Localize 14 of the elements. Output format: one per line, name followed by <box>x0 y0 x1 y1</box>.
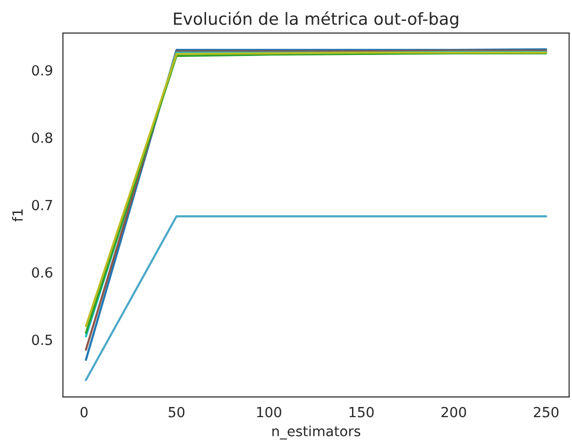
x-tick-label: 0 <box>80 406 88 418</box>
y-tick-label: 0.7 <box>32 200 52 210</box>
y-tick-label: 0.8 <box>32 132 52 143</box>
y-axis-title: f1 <box>12 209 23 222</box>
x-tick-label: 150 <box>350 406 374 418</box>
x-tick-label: 250 <box>534 406 558 418</box>
y-tick-label: 0.5 <box>32 334 52 346</box>
x-tick-label: 200 <box>441 406 466 418</box>
x-axis-title: n_estimators <box>272 426 360 440</box>
y-tick-label: 0.9 <box>32 65 52 76</box>
x-tick-label: 100 <box>257 406 282 418</box>
y-tick-label: 0.6 <box>32 267 52 278</box>
x-tick-label: 50 <box>168 406 184 418</box>
chart-title: Evolución de la métrica out-of-bag <box>174 11 458 28</box>
